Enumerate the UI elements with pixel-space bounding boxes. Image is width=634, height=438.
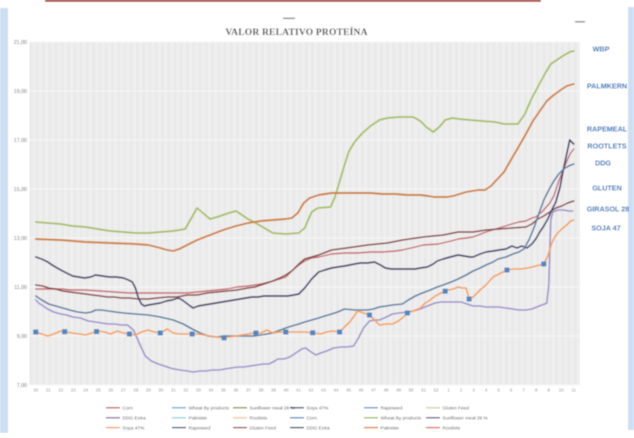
svg-text:32: 32 <box>183 388 188 393</box>
svg-text:36: 36 <box>233 388 238 393</box>
svg-text:17,00: 17,00 <box>14 138 27 144</box>
svg-text:47: 47 <box>371 388 376 393</box>
svg-text:33: 33 <box>196 388 201 393</box>
svg-text:37: 37 <box>246 388 251 393</box>
svg-text:SOJA 47: SOJA 47 <box>591 224 620 233</box>
svg-text:Soya 47%: Soya 47% <box>307 406 330 412</box>
svg-text:Wheat By products: Wheat By products <box>381 416 422 422</box>
svg-text:13,00: 13,00 <box>14 236 27 242</box>
svg-text:19,00: 19,00 <box>14 89 27 95</box>
svg-text:38: 38 <box>259 388 264 393</box>
svg-text:25: 25 <box>96 388 101 393</box>
svg-text:5: 5 <box>497 388 500 393</box>
svg-text:Rootlets: Rootlets <box>443 425 461 431</box>
svg-text:VALOR RELATIVO PROTEÍNA: VALOR RELATIVO PROTEÍNA <box>225 26 367 38</box>
svg-text:Soya 47%: Soya 47% <box>123 425 146 431</box>
svg-text:Gluten Feed: Gluten Feed <box>250 425 277 431</box>
svg-text:44: 44 <box>334 388 339 393</box>
svg-text:Palmiste: Palmiste <box>189 416 208 422</box>
svg-text:DDG: DDG <box>595 159 611 168</box>
svg-text:Sunflower meal 28 %: Sunflower meal 28 % <box>443 416 489 422</box>
svg-text:DDG Extra: DDG Extra <box>307 425 331 431</box>
svg-text:23: 23 <box>71 388 76 393</box>
svg-text:28: 28 <box>133 388 138 393</box>
svg-text:9,00: 9,00 <box>17 334 27 340</box>
svg-text:41: 41 <box>296 388 301 393</box>
svg-text:43: 43 <box>321 388 326 393</box>
svg-text:35: 35 <box>221 388 226 393</box>
svg-text:Palmiste: Palmiste <box>381 425 400 431</box>
svg-text:49: 49 <box>396 388 401 393</box>
svg-text:11: 11 <box>571 388 576 393</box>
svg-text:Wheat By products: Wheat By products <box>189 406 230 412</box>
svg-text:24: 24 <box>83 388 88 393</box>
svg-text:45: 45 <box>346 388 351 393</box>
svg-text:2: 2 <box>460 388 463 393</box>
svg-text:30: 30 <box>158 388 163 393</box>
svg-text:31: 31 <box>171 388 176 393</box>
svg-text:7: 7 <box>522 388 525 393</box>
svg-text:GLUTEN: GLUTEN <box>592 184 622 193</box>
svg-text:Rapeseed: Rapeseed <box>189 425 211 431</box>
svg-text:7,00: 7,00 <box>17 383 27 389</box>
svg-text:DDG Extra: DDG Extra <box>123 416 147 422</box>
svg-text:Corn: Corn <box>307 416 318 422</box>
svg-text:1: 1 <box>447 388 450 393</box>
svg-text:21: 21 <box>46 388 51 393</box>
svg-text:4: 4 <box>485 388 488 393</box>
svg-text:WBP: WBP <box>593 45 610 54</box>
svg-text:Sunflower meal 28 %: Sunflower meal 28 % <box>250 406 296 412</box>
svg-text:6: 6 <box>510 388 513 393</box>
svg-text:Corn: Corn <box>123 406 134 412</box>
svg-text:ROOTLETS: ROOTLETS <box>587 142 626 151</box>
svg-text:39: 39 <box>271 388 276 393</box>
svg-text:51: 51 <box>421 388 426 393</box>
svg-text:10: 10 <box>559 388 564 393</box>
svg-text:GIRASOL 28: GIRASOL 28 <box>587 205 630 214</box>
svg-text:42: 42 <box>309 388 314 393</box>
svg-text:50: 50 <box>409 388 414 393</box>
svg-text:22: 22 <box>58 388 63 393</box>
svg-text:PALMKERN: PALMKERN <box>587 82 627 91</box>
svg-text:15,00: 15,00 <box>14 187 27 193</box>
svg-text:3: 3 <box>472 388 475 393</box>
svg-text:26: 26 <box>108 388 113 393</box>
svg-text:Gluten Feed: Gluten Feed <box>443 406 470 412</box>
svg-text:34: 34 <box>208 388 213 393</box>
svg-text:11,00: 11,00 <box>14 285 27 291</box>
svg-text:20: 20 <box>33 388 38 393</box>
svg-text:Rapeseed: Rapeseed <box>381 406 403 412</box>
svg-text:Rootlets: Rootlets <box>250 416 268 422</box>
svg-text:40: 40 <box>284 388 289 393</box>
svg-text:52: 52 <box>434 388 439 393</box>
svg-text:21,00: 21,00 <box>14 40 27 46</box>
svg-text:8: 8 <box>535 388 538 393</box>
svg-text:27: 27 <box>121 388 126 393</box>
svg-text:RAPEMEAL: RAPEMEAL <box>587 125 628 134</box>
svg-text:46: 46 <box>359 388 364 393</box>
svg-text:9: 9 <box>547 388 550 393</box>
svg-text:48: 48 <box>384 388 389 393</box>
svg-text:29: 29 <box>146 388 151 393</box>
